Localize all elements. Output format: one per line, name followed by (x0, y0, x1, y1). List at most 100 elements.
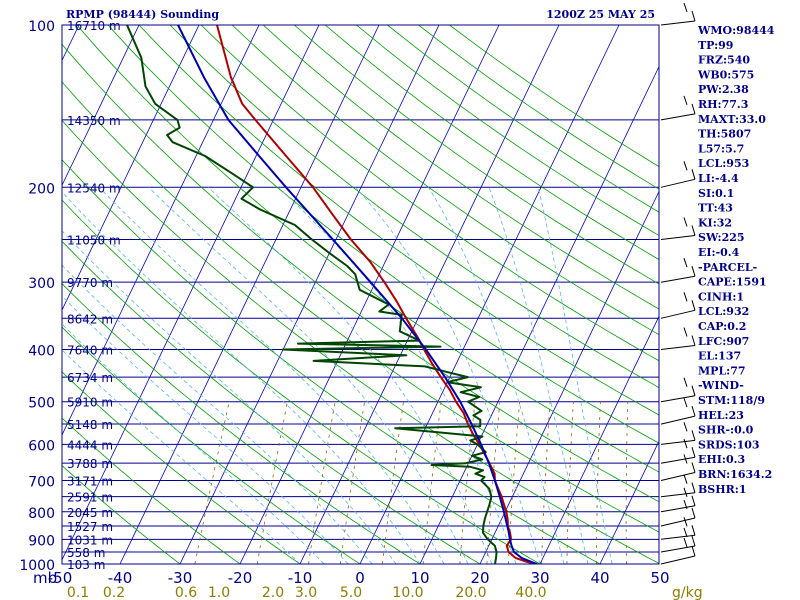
mixing-ratio-tick-label: 5.0 (340, 585, 362, 600)
pressure-tick-label: 400 (28, 344, 55, 360)
index-item: SW:225 (698, 231, 745, 244)
index-item: SHR-:0.0 (698, 424, 754, 437)
index-item: LCL:953 (698, 157, 749, 170)
dry-adiabat-line (231, 25, 659, 336)
height-label: 5910 m (67, 396, 113, 410)
mixing-ratio-line (194, 401, 230, 564)
dry-adiabat-line (62, 417, 241, 564)
dry-adiabat-line (200, 25, 659, 362)
pressure-tick-labels: 100 200 300 400 500 600 700 800 900 1000 (19, 19, 55, 574)
moist-adiabat-line (537, 187, 613, 564)
height-label: 9770 m (67, 276, 113, 290)
height-label: 1527 m (67, 520, 113, 534)
temperature-tick-label: -20 (228, 569, 253, 587)
index-item: MAXT:33.0 (698, 113, 766, 126)
wind-barb-icon (660, 517, 696, 540)
mixing-ratio-tick-label: 2.0 (262, 585, 284, 600)
index-item: EI:-0.4 (698, 246, 740, 259)
pressure-tick-label: 500 (28, 396, 55, 412)
height-label: 2591 m (67, 491, 113, 505)
chart-grid (0, 25, 659, 564)
moist-adiabat-line (355, 187, 541, 564)
wind-barb-icon (660, 537, 696, 565)
dewpoint-profile-line (126, 25, 498, 564)
dry-adiabat-line (62, 240, 481, 564)
moist-adiabat-line (207, 187, 493, 564)
moist-adiabat-line (98, 187, 445, 564)
index-item: CAPE:1591 (698, 276, 767, 289)
mixing-ratio-tick-label: 3.0 (295, 585, 317, 600)
wind-barb-icon (660, 217, 696, 240)
isotherm-line (62, 25, 320, 561)
isotherm-line (62, 25, 200, 312)
height-label: 6734 m (67, 371, 113, 385)
parcel-profile-line (177, 25, 538, 564)
dry-adiabat-line (62, 43, 659, 503)
height-label: 5148 m (67, 418, 113, 432)
wind-barb-icon (660, 422, 696, 445)
index-item: SRDS:103 (698, 438, 760, 451)
index-item: BRN:1634.2 (698, 468, 772, 481)
dry-adiabat-line (62, 81, 659, 533)
index-item: LI:-4.4 (698, 172, 739, 185)
wind-barb-icon (660, 327, 696, 350)
temperature-tick-label: 30 (530, 569, 549, 587)
mixing-ratio-tick-label: 0.1 (67, 585, 89, 600)
temperature-tick-label: -50 (48, 569, 73, 587)
height-label: 8642 m (67, 312, 113, 326)
mixing-ratio-unit: g/kg (672, 585, 703, 600)
dry-adiabat-line (62, 326, 361, 564)
dry-adiabat-line (325, 25, 659, 261)
moist-adiabat-line (278, 187, 517, 564)
index-item: MPL:77 (698, 364, 746, 377)
wind-barb-icon (660, 487, 696, 513)
pressure-axis-label: mb (33, 569, 57, 587)
temperature-tick-label: 20 (470, 569, 489, 587)
wind-barb-icon (660, 397, 696, 425)
mixing-ratio-tick-label: 20.0 (455, 585, 486, 600)
chart-series (126, 25, 538, 564)
temperature-tick-label: 0 (355, 569, 365, 587)
moist-adiabat-line (428, 187, 565, 564)
isotherm-line (419, 65, 659, 564)
plot-frame (61, 24, 660, 565)
index-item: FRZ:540 (698, 54, 750, 67)
mixing-ratio-tick-labels: 0.1 0.2 0.6 1.0 2.0 3.0 5.0 10.0 20.0 40.0 (67, 585, 547, 600)
pressure-tick-label: 800 (28, 506, 55, 522)
index-item: EHI:0.3 (698, 453, 745, 466)
isotherm-line (479, 190, 659, 564)
index-item: TT:43 (698, 202, 733, 215)
dry-adiabat-line (62, 465, 181, 564)
chart-title-right: 1200Z 25 MAY 25 (546, 8, 655, 21)
isotherm-line (119, 25, 380, 564)
isotherm-line (359, 25, 620, 564)
index-item: WB0:575 (697, 68, 754, 81)
height-label: 2045 m (67, 506, 113, 520)
moist-adiabat-line (62, 295, 349, 564)
dry-adiabat-line (76, 25, 659, 473)
pressure-tick-label: 100 (28, 19, 55, 35)
pressure-tick-label: 600 (28, 438, 55, 454)
temperature-profile-line (216, 25, 538, 564)
index-item: TH:5807 (698, 128, 751, 141)
moist-adiabat-line (62, 230, 397, 564)
index-item: LFC:907 (698, 335, 749, 348)
wind-barb-icon (660, 527, 696, 553)
mixing-ratio-tick-label: 0.6 (175, 585, 197, 600)
dry-adiabat-line (62, 283, 421, 564)
index-item: CINH:1 (698, 290, 744, 303)
height-labels: 16710 m 14350 m 12540 m 11050 m 9770 m 8642 m… (67, 19, 121, 572)
wind-barb-icon (660, 439, 696, 464)
index-item: LCL:932 (698, 305, 749, 318)
height-label: 3788 m (67, 457, 113, 471)
height-label: 103 m (67, 558, 105, 572)
wind-barb-icon (660, 161, 696, 188)
index-item: -WIND- (698, 379, 744, 392)
temperature-tick-label: 50 (650, 569, 669, 587)
isotherm-line (299, 25, 560, 564)
chart-title-left: RPMP (98444) Sounding (66, 8, 219, 21)
temperature-tick-label: 40 (590, 569, 609, 587)
isotherm-line (0, 25, 19, 564)
